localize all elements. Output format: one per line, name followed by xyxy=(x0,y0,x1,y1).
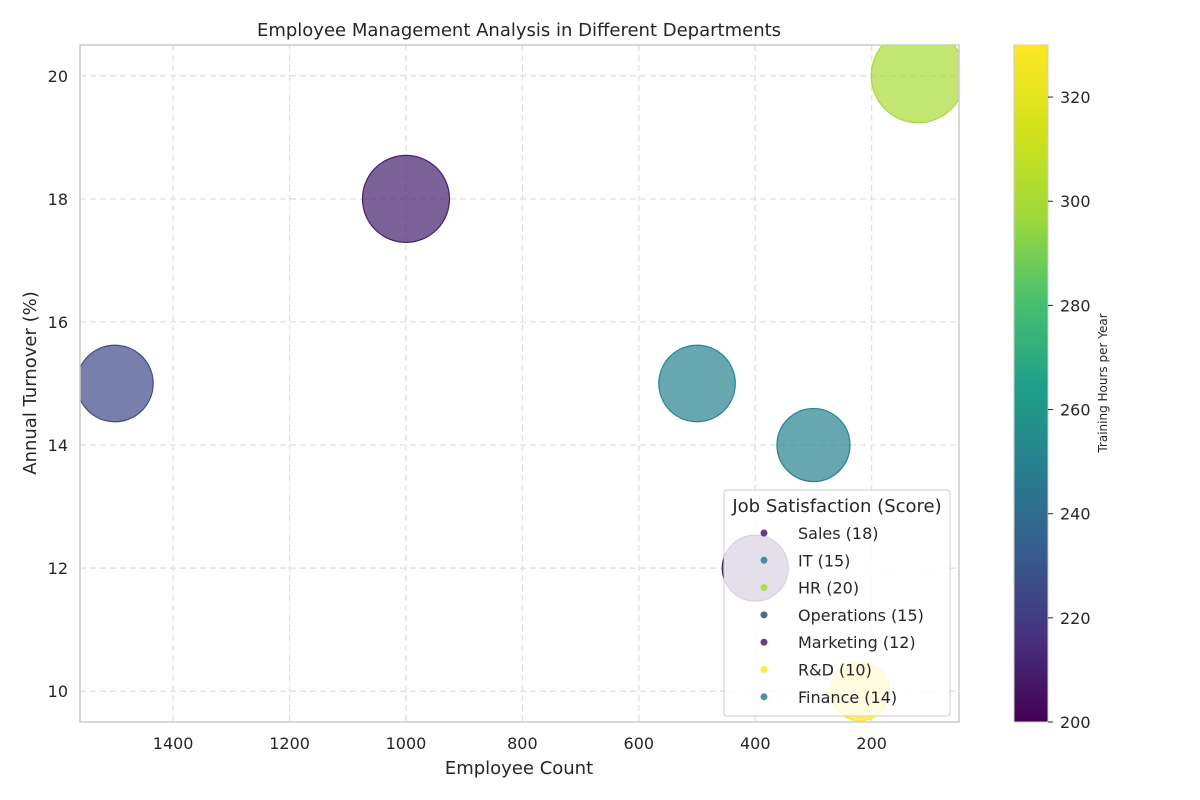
legend-entry: Sales (18) xyxy=(798,524,879,543)
x-axis-label: Employee Count xyxy=(445,758,593,779)
x-tick-label: 1400 xyxy=(153,734,194,753)
y-tick-labels: 10 12 14 16 18 20 xyxy=(48,67,68,701)
legend-entry: Operations (15) xyxy=(798,606,924,625)
x-tick-label: 800 xyxy=(507,734,538,753)
bubble-hr xyxy=(870,45,959,124)
x-tick-label: 1200 xyxy=(269,734,310,753)
bubble-operations xyxy=(80,344,154,423)
colorbar-tick-label: 280 xyxy=(1060,296,1091,315)
legend-entry: Marketing (12) xyxy=(798,633,916,652)
colorbar: Training Hours per Year 200 220 240 260 280 3… xyxy=(1013,44,1110,732)
legend-marker xyxy=(760,666,768,673)
legend-marker xyxy=(760,584,768,592)
colorbar-gradient xyxy=(1013,44,1049,723)
legend-entry: HR (20) xyxy=(798,579,859,598)
legend-entry: IT (15) xyxy=(798,551,850,570)
x-tick-label: 400 xyxy=(740,734,771,753)
legend-entry: Finance (14) xyxy=(798,688,897,707)
legend-marker xyxy=(760,693,768,701)
bubble-finance xyxy=(776,407,851,483)
legend-marker xyxy=(760,529,768,537)
bubble-it xyxy=(658,344,736,423)
chart-title: Employee Management Analysis in Differen… xyxy=(257,20,781,41)
y-axis-label: Annual Turnover (%) xyxy=(20,291,41,474)
x-tick-label: 1000 xyxy=(386,734,427,753)
colorbar-tick-label: 240 xyxy=(1060,505,1091,524)
x-tick-label: 600 xyxy=(624,734,655,753)
x-tick-label: 200 xyxy=(856,734,887,753)
legend-marker xyxy=(760,638,768,646)
y-tick-label: 10 xyxy=(48,682,68,701)
y-tick-label: 12 xyxy=(48,559,68,578)
legend-marker xyxy=(760,611,768,619)
legend-title: Job Satisfaction (Score) xyxy=(731,496,941,517)
colorbar-label: Training Hours per Year xyxy=(1096,313,1110,453)
y-tick-label: 16 xyxy=(48,313,68,332)
colorbar-tick-label: 220 xyxy=(1060,609,1091,628)
y-tick-label: 18 xyxy=(48,190,68,209)
legend-box xyxy=(723,489,951,717)
colorbar-tick-label: 320 xyxy=(1060,88,1091,107)
x-tick-labels: 1400 1200 1000 800 600 400 200 xyxy=(153,734,887,753)
plot-frame xyxy=(79,44,960,723)
legend-marker xyxy=(760,556,768,564)
y-tick-label: 20 xyxy=(48,67,68,86)
colorbar-tick-label: 260 xyxy=(1060,401,1091,420)
y-tick-label: 14 xyxy=(48,436,68,455)
legend-entry: R&D (10) xyxy=(798,661,872,680)
colorbar-tick-label: 300 xyxy=(1060,192,1091,211)
legend: Job Satisfaction (Score) Sales (18) IT (1… xyxy=(723,489,951,717)
colorbar-tick-label: 200 xyxy=(1060,713,1091,732)
bubble-sales xyxy=(361,154,451,243)
